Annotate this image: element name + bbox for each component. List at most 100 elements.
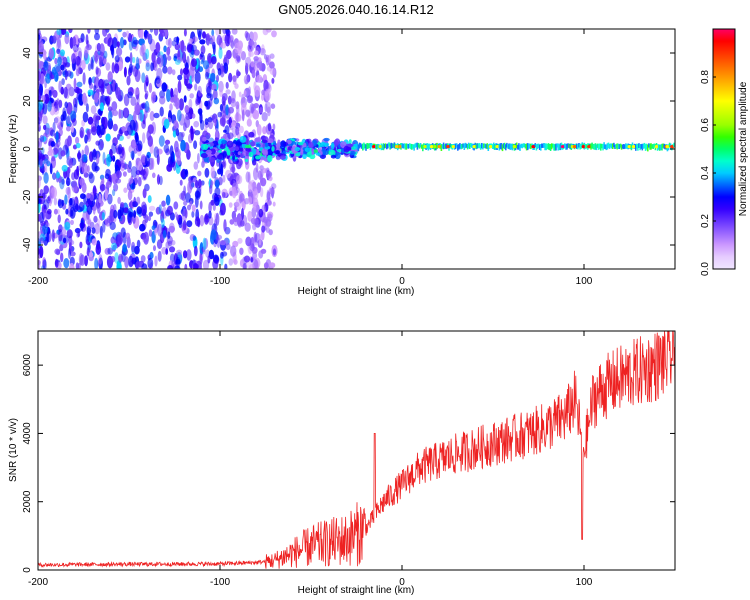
spectrogram-cell — [208, 98, 213, 107]
spectrogram-cell — [213, 118, 217, 127]
spectrogram-cell — [548, 143, 551, 150]
spectrogram-cell — [360, 144, 363, 149]
spectrogram-cell — [110, 44, 114, 56]
spectrogram-cell — [205, 213, 209, 220]
spectrogram-cell — [253, 188, 259, 200]
spectrogram-cell — [566, 143, 568, 150]
colorbar-tick-label: 0.4 — [700, 166, 711, 180]
spectrogram-cell — [330, 154, 337, 159]
spectrogram-cell — [197, 170, 202, 177]
spectrogram-cell — [214, 179, 220, 189]
spectrogram-cell — [199, 253, 203, 265]
spectrogram-cell — [567, 143, 569, 148]
spectrogram-cell — [91, 161, 98, 172]
spectrogram-cell — [343, 145, 350, 153]
x-tick-label: 0 — [399, 276, 405, 287]
spectrogram-cell — [198, 30, 202, 41]
spectrogram-cell — [308, 142, 314, 149]
spectrogram-cell — [521, 143, 523, 149]
spectrogram-cell — [144, 154, 150, 167]
spectrogram-cell — [184, 78, 188, 87]
spectrogram-cell — [82, 72, 86, 85]
spectrogram-cell — [225, 29, 230, 35]
spectrogram-cell — [506, 142, 508, 148]
spectrogram-cell — [123, 66, 127, 78]
spectrogram-cell — [253, 103, 259, 109]
spectrogram-cell — [183, 29, 187, 37]
spectrogram-cell — [475, 143, 478, 150]
spectrogram-cell — [175, 256, 181, 268]
spectrogram-cell — [598, 143, 601, 150]
spectrogram-cell — [253, 50, 259, 56]
spectrogram-cell — [364, 143, 366, 149]
spectrogram-cell — [167, 66, 173, 75]
spectrogram-cell — [418, 144, 421, 149]
spectrogram-cell — [630, 144, 633, 151]
spectrogram-cell — [116, 260, 122, 269]
spectrogram-cell — [282, 150, 286, 155]
spectrogram-cell — [206, 35, 213, 41]
spectrogram-cell — [578, 143, 580, 148]
spectrogram-cell — [235, 111, 239, 123]
spectrogram-cell — [130, 150, 135, 159]
spectrogram-cell — [60, 86, 64, 95]
spectrogram-cell — [177, 109, 182, 122]
spectrogram-cell — [145, 74, 149, 83]
spectrogram-cell — [265, 29, 272, 33]
spectrogram-cell — [84, 134, 88, 144]
spectrogram-cell — [211, 29, 215, 37]
spectrogram-cell — [172, 130, 177, 138]
spectrogram-cell — [99, 43, 105, 57]
spectrogram-cell — [482, 143, 484, 150]
spectrogram-cell — [86, 192, 91, 199]
spectrogram-cell — [523, 143, 526, 148]
spectrogram-cell — [133, 196, 137, 207]
spectrogram-cell — [233, 259, 238, 265]
spectrogram-cell — [143, 231, 150, 245]
spectrogram-cell — [235, 126, 240, 136]
spectrogram-cell — [163, 45, 167, 53]
spectrogram-cell — [510, 143, 513, 150]
spectrogram-cell — [357, 144, 360, 152]
spectrogram-cell — [263, 79, 269, 92]
spectrogram-cell — [62, 107, 67, 120]
spectrogram-cell — [180, 68, 183, 76]
spectrogram-cell — [663, 143, 665, 149]
spectrogram-cell — [39, 245, 44, 259]
spectrogram-cell — [173, 101, 179, 107]
spectrogram-cell — [168, 37, 172, 49]
spectrogram-cell — [197, 153, 200, 164]
snr-x-ticks: -200 -100 0 100 — [28, 331, 593, 588]
spectrogram-cell — [184, 105, 190, 114]
spectrogram-cell — [159, 95, 166, 105]
spectrogram-cell — [78, 201, 85, 212]
spectrogram-cell — [549, 144, 552, 151]
spectrogram-cell — [117, 196, 121, 205]
spectrogram-cell — [252, 109, 260, 120]
spectrogram-cell — [145, 90, 149, 98]
spectrogram-cell — [181, 222, 186, 231]
spectrogram-cell — [194, 83, 198, 91]
spectrogram-cell — [225, 104, 229, 116]
spectrogram-cell — [207, 144, 211, 147]
spectrogram-cell — [44, 93, 50, 105]
spectrogram-cell — [107, 71, 113, 83]
spectrogram-cell — [151, 52, 156, 63]
spectrogram-cell — [119, 36, 125, 49]
spectrogram-cell — [128, 255, 134, 268]
spectrogram-cell — [267, 138, 274, 144]
spectrogram-cell — [173, 120, 179, 130]
spectrogram-cell — [170, 87, 174, 98]
spectrogram-cell — [246, 95, 254, 104]
spectrogram-cell — [139, 45, 145, 57]
spectrogram-cell — [580, 143, 582, 149]
spectrogram-cell — [43, 60, 49, 71]
spectrogram-cell — [419, 143, 422, 148]
spectrogram-cell — [221, 251, 228, 257]
spectrogram-cell — [88, 173, 95, 184]
spectrogram-cell — [210, 83, 217, 91]
spectrogram-cell — [112, 155, 116, 162]
spectrogram-cell — [252, 223, 257, 231]
spectrogram-cell — [398, 145, 403, 149]
spectrogram-cell — [67, 135, 72, 147]
